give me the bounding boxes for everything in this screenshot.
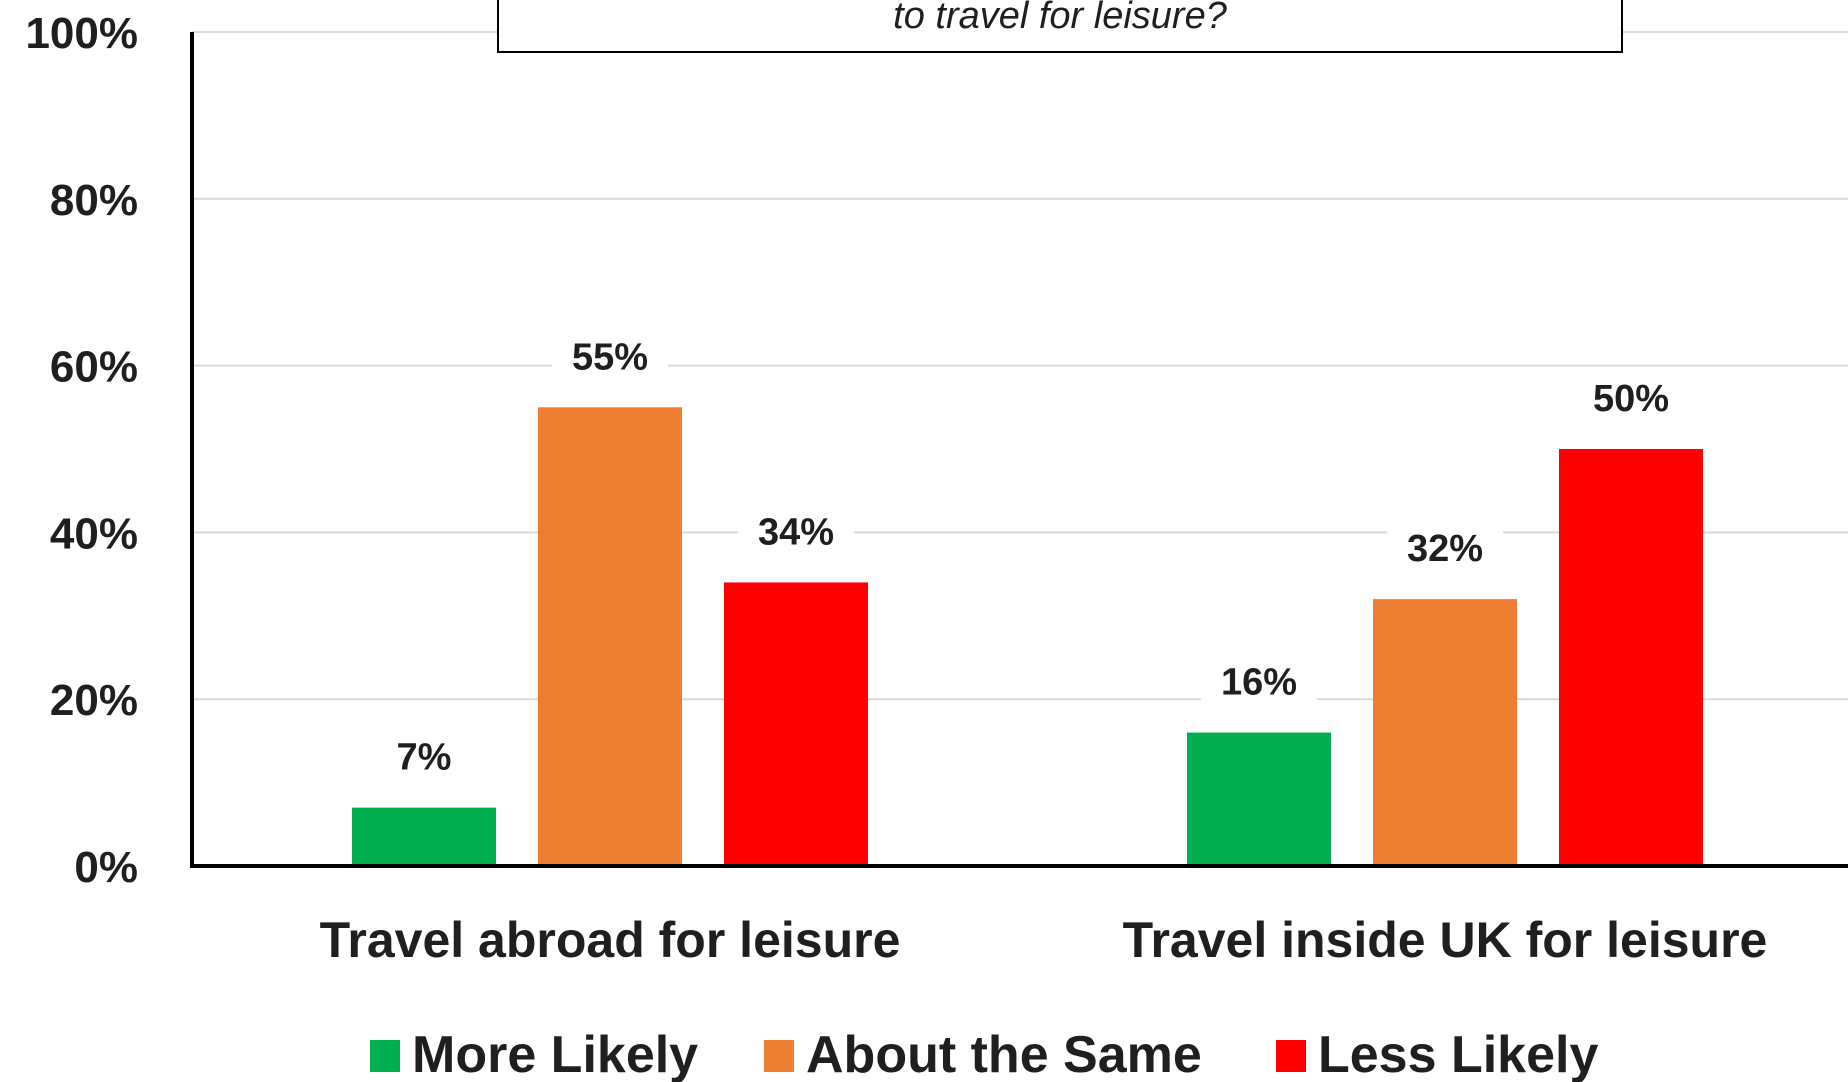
data-label-bg [1573, 371, 1689, 423]
data-label: 7% [397, 737, 452, 779]
bar-more-likely [352, 807, 496, 866]
data-label-bg [738, 504, 854, 557]
data-label: 34% [758, 511, 834, 553]
axes [190, 32, 1848, 868]
data-label: 32% [1407, 528, 1483, 570]
y-tick-label: 0% [74, 843, 138, 892]
bar-more-likely [1187, 732, 1331, 866]
legend-swatch [1276, 1040, 1306, 1072]
y-tick-label: 60% [50, 343, 138, 392]
y-tick-label: 80% [50, 176, 138, 225]
legend: More Likely About the Same Less Likely [370, 1026, 1598, 1082]
bar-about-the-same [1373, 599, 1517, 866]
data-label-bg [1387, 521, 1503, 574]
y-tick-label: 100% [25, 9, 138, 58]
title-box-frame [497, 0, 1623, 53]
data-label-bg [552, 329, 668, 382]
bar-about-the-same [538, 407, 682, 866]
chart-title: to travel for leisure? [893, 0, 1228, 37]
data-label: 55% [572, 336, 648, 378]
bar-less-likely [1559, 449, 1703, 866]
y-tick-labels: 0% 20% 40% 60% 80% 100% [25, 9, 138, 892]
legend-label: Less Likely [1318, 1026, 1598, 1082]
chart-title-box: to travel for leisure? [497, 0, 1623, 53]
data-label: 50% [1593, 378, 1669, 420]
category-labels: Travel abroad for leisure Travel inside U… [320, 912, 1768, 968]
y-tick-label: 40% [50, 509, 138, 558]
legend-label: About the Same [806, 1026, 1202, 1082]
data-label-bg [366, 729, 482, 782]
legend-label: More Likely [412, 1026, 698, 1082]
bars: 7% 55% 34% 16% 32% 50% [352, 329, 1703, 866]
bar-less-likely [724, 582, 868, 866]
y-tick-label: 20% [50, 676, 138, 725]
x-category-label: Travel abroad for leisure [320, 912, 901, 968]
legend-swatch [764, 1040, 794, 1072]
legend-swatch [370, 1040, 400, 1072]
data-label: 16% [1221, 662, 1297, 704]
data-label-bg [1201, 654, 1317, 707]
x-category-label: Travel inside UK for leisure [1123, 912, 1768, 968]
